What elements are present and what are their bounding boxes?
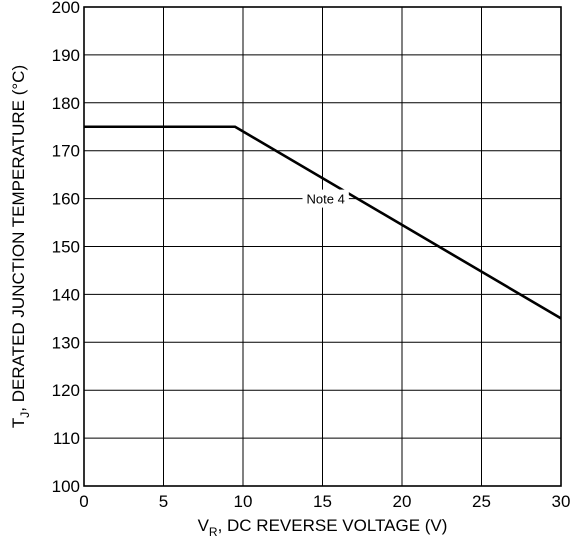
y-tick-labels: 100 110 120 130 140 150 160 170 180 190 200 — [52, 0, 80, 496]
y-tick-label-6: 160 — [52, 190, 80, 209]
x-tick-label-2: 10 — [234, 492, 253, 511]
y-tick-label-0: 100 — [52, 477, 80, 496]
y-tick-label-7: 170 — [52, 142, 80, 161]
x-tick-label-4: 20 — [393, 492, 412, 511]
y-tick-label-10: 200 — [52, 0, 80, 17]
annotation-group: Note 4 — [302, 189, 349, 208]
x-axis-title: VR, DC REVERSE VOLTAGE (V) — [198, 516, 448, 539]
x-axis-title-rest: , DC REVERSE VOLTAGE (V) — [218, 516, 448, 535]
annotation-background-0 — [302, 189, 349, 208]
x-tick-label-0: 0 — [79, 492, 88, 511]
x-tick-labels: 0 5 10 15 20 25 30 — [79, 492, 570, 511]
x-axis-title-main: V — [198, 516, 210, 535]
x-tick-label-6: 30 — [552, 492, 571, 511]
y-axis-title-main: T — [9, 418, 28, 428]
x-tick-label-5: 25 — [472, 492, 491, 511]
x-tick-label-3: 15 — [313, 492, 332, 511]
y-tick-label-4: 140 — [52, 285, 80, 304]
plot-frame — [83, 6, 562, 487]
series-line-0 — [84, 125, 562, 320]
y-axis-title-subscript: J — [18, 412, 32, 418]
series-group — [84, 125, 562, 320]
plot-frame-rect — [83, 6, 562, 487]
y-tick-label-9: 190 — [52, 46, 80, 65]
y-tick-label-8: 180 — [52, 94, 80, 113]
y-tick-label-5: 150 — [52, 238, 80, 257]
y-tick-label-2: 120 — [52, 381, 80, 400]
x-axis-title-subscript: R — [209, 525, 218, 539]
x-tick-label-1: 5 — [159, 492, 168, 511]
y-tick-label-1: 110 — [53, 429, 80, 448]
y-axis-title: TJ, DERATED JUNCTION TEMPERATURE (°C) — [9, 65, 32, 428]
grid-lines — [84, 7, 561, 486]
y-axis-title-rest: , DERATED JUNCTION TEMPERATURE (°C) — [9, 65, 28, 412]
annotation-label-0: Note 4 — [307, 192, 345, 207]
y-tick-label-3: 130 — [52, 333, 80, 352]
